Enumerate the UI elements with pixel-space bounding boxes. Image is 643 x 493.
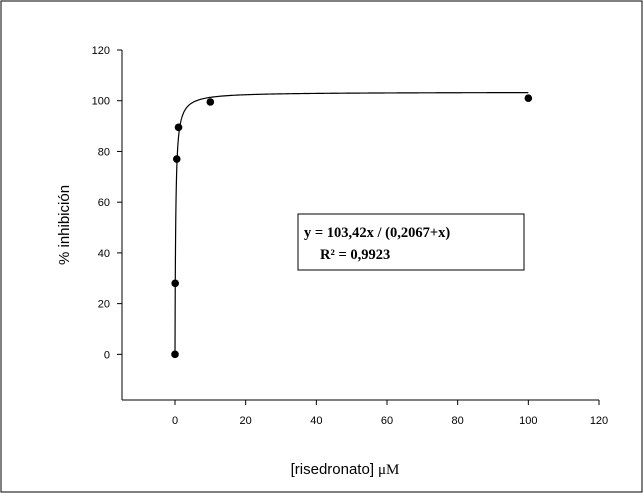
x-tick-label: 80 xyxy=(452,415,464,427)
data-point xyxy=(171,279,179,288)
x-tick-label: 60 xyxy=(381,415,393,427)
y-ticks: 0 20 40 60 80 100 120 xyxy=(92,45,122,361)
x-ticks: 0 20 40 60 80 100 120 xyxy=(172,400,608,427)
data-point xyxy=(206,98,215,106)
y-axis-title: % inhibición xyxy=(56,185,73,265)
equation-line-2: R² = 0,9923 xyxy=(320,247,390,263)
y-tick-label: 0 xyxy=(104,349,110,361)
x-tick-label: 120 xyxy=(590,415,608,427)
data-point xyxy=(174,123,183,132)
equation-annotation: y = 103,42x / (0,2067+x) R² = 0,9923 xyxy=(297,213,525,271)
x-tick-label: 40 xyxy=(310,415,322,427)
data-points xyxy=(171,94,533,359)
y-tick-label: 120 xyxy=(92,45,110,57)
x-tick-label: 0 xyxy=(172,415,178,427)
x-axis-title-unit: μM xyxy=(378,462,399,478)
data-point xyxy=(172,155,181,163)
y-tick-label: 100 xyxy=(92,96,110,108)
equation-box xyxy=(297,213,525,271)
y-tick-label: 60 xyxy=(98,197,110,209)
y-tick-label: 40 xyxy=(98,248,110,260)
x-axis: 0 20 40 60 80 100 120 xyxy=(122,399,608,427)
y-tick-label: 80 xyxy=(98,146,110,158)
x-axis-title-text: [risedronato] xyxy=(291,461,374,478)
y-tick-label: 20 xyxy=(98,299,110,311)
equation-line-1: y = 103,42x / (0,2067+x) xyxy=(304,225,450,241)
fit-curve xyxy=(174,91,529,355)
data-point xyxy=(171,350,179,359)
y-axis: 0 20 40 60 80 100 120 xyxy=(92,45,123,400)
x-axis-title: [risedronato] μM xyxy=(291,461,400,478)
data-point xyxy=(524,94,533,102)
x-tick-label: 20 xyxy=(240,415,252,427)
x-tick-label: 100 xyxy=(519,415,537,427)
